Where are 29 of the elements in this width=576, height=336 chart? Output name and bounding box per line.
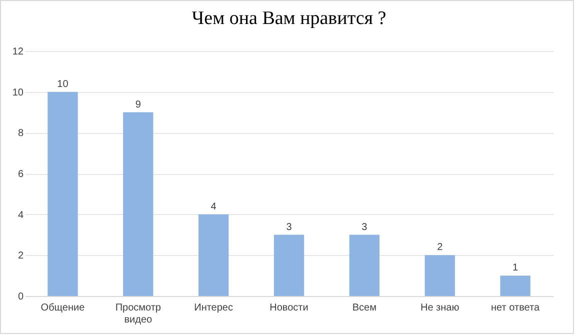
bar <box>198 214 229 296</box>
y-tick-label: 2 <box>18 250 24 262</box>
y-tick-label: 10 <box>12 87 24 98</box>
x-tick-label: Всем <box>352 302 377 314</box>
y-tick-label: 8 <box>18 128 24 140</box>
x-tick-label: нет ответа <box>491 302 540 314</box>
y-tick-label: 6 <box>18 169 24 180</box>
bar <box>349 234 380 296</box>
x-tick-label: Интерес <box>194 302 234 314</box>
bar <box>500 276 530 296</box>
y-tick-label: 12 <box>12 46 24 58</box>
data-label: 10 <box>57 78 69 90</box>
bar <box>424 255 455 296</box>
data-label: 2 <box>437 242 444 254</box>
x-tick-label: Не знаю <box>420 302 460 314</box>
data-label: 3 <box>286 222 292 233</box>
data-label: 1 <box>512 262 519 274</box>
data-label: 4 <box>210 201 217 212</box>
data-label: 3 <box>362 222 368 233</box>
bar <box>274 234 304 296</box>
y-tick-label: 0 <box>18 292 24 302</box>
chart-title: Чем она Вам нравится ? <box>192 8 386 29</box>
x-tick-label: Новости <box>270 302 308 314</box>
bar <box>48 92 78 296</box>
bar <box>123 112 154 296</box>
y-tick-label: 4 <box>18 210 24 221</box>
x-tick-label: Просмотр видео <box>115 302 162 326</box>
x-tick-label: Общение <box>40 302 86 314</box>
data-label: 9 <box>135 99 142 110</box>
